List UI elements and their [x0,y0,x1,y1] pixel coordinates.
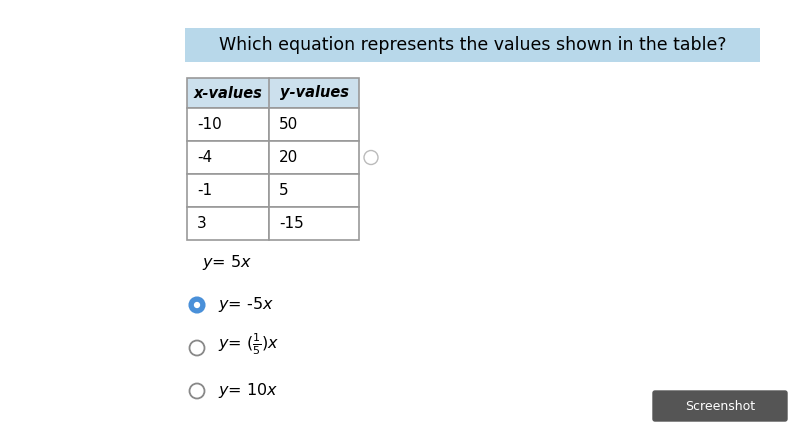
FancyBboxPatch shape [187,141,269,174]
FancyBboxPatch shape [269,108,359,141]
FancyBboxPatch shape [269,174,359,207]
Text: 50: 50 [279,117,298,132]
FancyBboxPatch shape [653,391,787,421]
Text: y-values: y-values [279,85,349,101]
Text: $\mathit{y}$= 10$\mathit{x}$: $\mathit{y}$= 10$\mathit{x}$ [218,382,278,401]
Text: -15: -15 [279,216,304,231]
FancyBboxPatch shape [185,28,760,62]
FancyBboxPatch shape [187,207,269,240]
Text: $\mathit{y}$= 5$\mathit{x}$: $\mathit{y}$= 5$\mathit{x}$ [202,253,252,272]
Circle shape [190,384,205,398]
Text: 3: 3 [197,216,206,231]
Circle shape [190,297,205,313]
FancyBboxPatch shape [187,108,269,141]
Text: 20: 20 [279,150,298,165]
Text: x-values: x-values [194,85,262,101]
Text: -10: -10 [197,117,222,132]
Text: 5: 5 [279,183,289,198]
Text: $\mathit{y}$= -5$\mathit{x}$: $\mathit{y}$= -5$\mathit{x}$ [218,296,274,314]
Text: Which equation represents the values shown in the table?: Which equation represents the values sho… [218,36,726,54]
Circle shape [190,341,205,355]
FancyBboxPatch shape [187,174,269,207]
FancyBboxPatch shape [269,207,359,240]
Circle shape [194,302,200,308]
Text: Screenshot: Screenshot [685,399,755,412]
FancyBboxPatch shape [269,141,359,174]
Text: -1: -1 [197,183,212,198]
FancyBboxPatch shape [187,78,359,108]
Text: $\mathit{y}$= ($\mathregular{\frac{1}{5}}$)$\mathit{x}$: $\mathit{y}$= ($\mathregular{\frac{1}{5}… [218,331,279,357]
Text: -4: -4 [197,150,212,165]
Circle shape [364,151,378,165]
